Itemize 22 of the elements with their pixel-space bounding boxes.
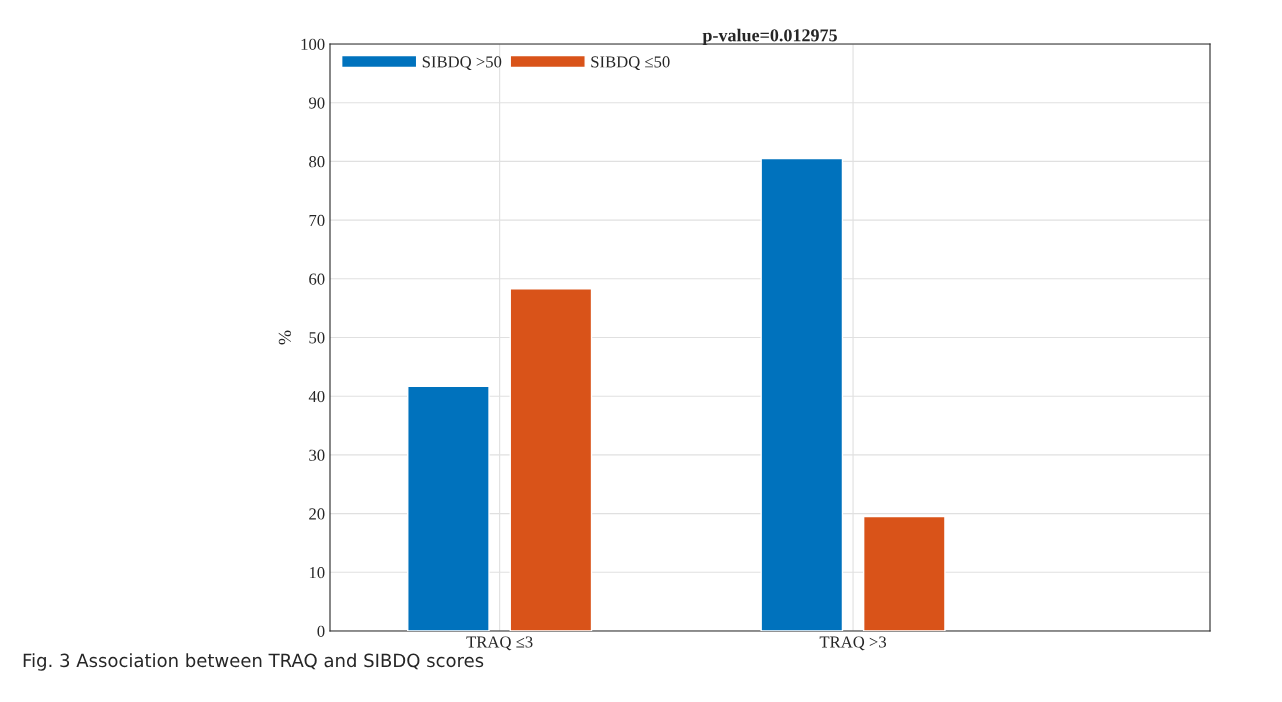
y-axis-title: % [278, 330, 291, 345]
y-tick-label: 30 [309, 449, 325, 461]
x-tick-label: TRAQ >3 [819, 636, 887, 651]
y-tick-label: 10 [309, 567, 325, 579]
x-tick-label: TRAQ ≤3 [466, 636, 533, 651]
y-tick-label: 50 [309, 332, 325, 344]
y-tick-label: 90 [309, 97, 325, 109]
y-tick-label: 40 [308, 390, 325, 403]
y-tick-label: 0 [317, 625, 325, 637]
bar [509, 288, 593, 631]
y-tick-label: 80 [309, 156, 325, 168]
bar [760, 157, 844, 631]
bar [407, 385, 490, 631]
y-tick-label: 70 [309, 214, 325, 227]
legend-label: SIBDQ ≤50 [591, 56, 670, 71]
caption: Fig. 3 Association between TRAQ and SIBDQ scores [23, 653, 484, 671]
chart-title: p-value=0.012975 [702, 28, 837, 46]
y-tick-label: 100 [301, 38, 325, 50]
y-tick-label: 20 [309, 508, 325, 520]
legend-label: SIBDQ >50 [422, 56, 502, 71]
bar [862, 515, 946, 631]
y-tick-label: 60 [309, 273, 325, 285]
